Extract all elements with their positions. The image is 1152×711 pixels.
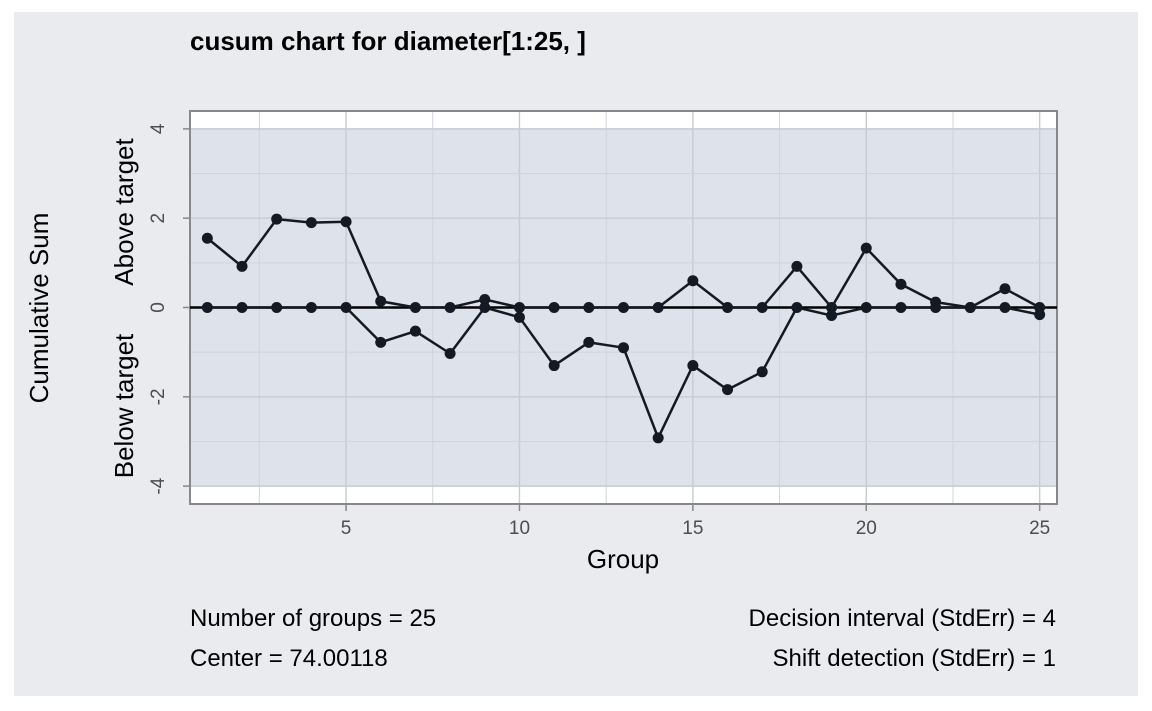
series-2-point [236,302,248,313]
series-2-point [930,302,942,313]
y-tick-label: -4 [148,477,169,494]
series-1-point [895,278,907,290]
series-2-point [271,302,283,313]
series-1-point [444,302,456,313]
series-2-point [444,347,456,359]
series-2-point [513,311,525,323]
y-tick-label: 0 [148,302,169,313]
x-tick-label: 5 [341,518,352,539]
y-axis-label: Cumulative Sum [24,213,54,404]
series-1-point [305,217,317,229]
series-1-point [791,260,803,272]
series-group [201,213,1046,444]
x-axis-label: Group [587,544,659,574]
decision-interval-text: Decision interval (StdErr) = 4 [749,605,1056,632]
x-tick-label: 10 [509,518,530,539]
series-1-point [271,213,283,225]
series-1-point [999,283,1011,295]
series-2-point [964,302,976,313]
series-2-point [687,360,699,372]
shift-detection-text: Shift detection (StdErr) = 1 [773,645,1056,672]
series-2-point [479,302,491,313]
series-1-point [201,232,213,244]
series-1-point [722,302,734,313]
x-tick-label: 20 [856,518,877,539]
series-1-point [826,302,838,313]
y-axis-upper-label: Above target [109,138,139,286]
series-1-point [340,216,352,228]
series-2-point [375,336,387,348]
series-2-point [409,325,421,337]
series-1-point [860,242,872,254]
y-tick-label: 2 [148,213,169,224]
y-tick-label: -2 [148,388,169,405]
series-1-point [548,302,560,313]
center-value-text: Center = 74.00118 [190,645,388,672]
series-2-point [791,302,803,313]
series-2-point [305,302,317,313]
series-2-point [722,384,734,396]
series-2-point [340,302,352,313]
series-2-point [201,302,213,313]
groups-count-text: Number of groups = 25 [190,605,436,632]
y-tick-label: 4 [148,123,169,134]
series-1-point [618,302,629,313]
series-2-point [860,302,872,313]
series-2-point [583,336,595,348]
x-axis: 5 10 15 20 25 [341,504,1050,539]
series-1-point [756,302,768,313]
series-2-point [756,366,768,378]
series-1-point [479,293,491,305]
series-1-point [236,260,248,272]
series-1-point [687,275,699,287]
series-1-point [652,302,664,313]
x-tick-label: 25 [1029,518,1050,539]
y-axis-lower-label: Below target [109,333,139,478]
chart-title: cusum chart for diameter[1:25, ] [190,26,586,56]
series-2-point [826,310,838,322]
series-2-point [999,302,1011,313]
series-2-point [548,360,560,372]
series-1-point [409,302,421,313]
series-2-point [895,302,907,313]
series-2-point [652,432,664,444]
series-1-point [375,295,387,307]
series-1-point [513,302,525,313]
y-axis: 4 2 0 -2 -4 [148,123,190,495]
series-2-point [1034,309,1046,321]
series-1-point [583,302,595,313]
x-tick-label: 15 [682,518,703,539]
series-2-point [618,342,629,354]
